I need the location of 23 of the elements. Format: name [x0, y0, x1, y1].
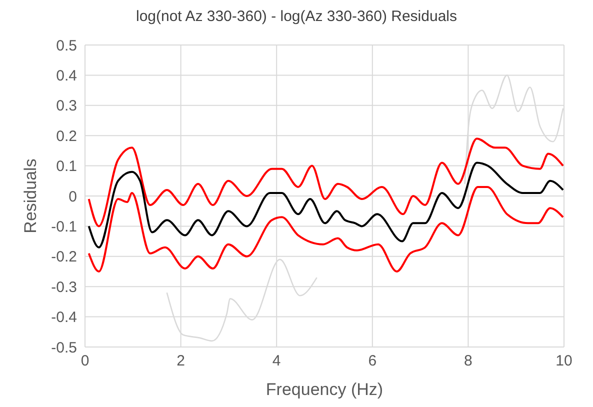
y-tick-label: 0.3: [56, 98, 77, 115]
y-tick-label: -0.5: [51, 339, 77, 356]
x-tick-label: 6: [368, 352, 377, 370]
x-tick-label: 4: [272, 352, 281, 370]
line-series: [88, 162, 564, 248]
chart-title: log(not Az 330-360) - log(Az 330-360) Residuals: [134, 8, 458, 25]
x-tick-label: 10: [556, 352, 572, 370]
x-tick-label: 0: [80, 352, 90, 370]
x-tick-label: 8: [464, 352, 472, 370]
y-tick-label: -0.1: [51, 218, 77, 236]
y-tick-label: -0.3: [51, 278, 77, 296]
x-axis-title: Frequency (Hz): [266, 380, 384, 399]
y-tick-label: -0.4: [51, 309, 77, 326]
y-tick-label: 0.4: [56, 68, 77, 85]
y-tick-label: 0: [68, 188, 77, 206]
y-tick-label: -0.2: [51, 248, 77, 266]
line-series: [88, 186, 564, 272]
y-tick-label: 0.1: [56, 158, 77, 176]
y-tick-label: 0.2: [56, 128, 77, 145]
line-series: [88, 138, 564, 228]
y-tick-label: 0.5: [56, 37, 77, 54]
x-tick-label: 2: [176, 352, 185, 370]
y-axis-title: Residuals: [21, 158, 40, 234]
